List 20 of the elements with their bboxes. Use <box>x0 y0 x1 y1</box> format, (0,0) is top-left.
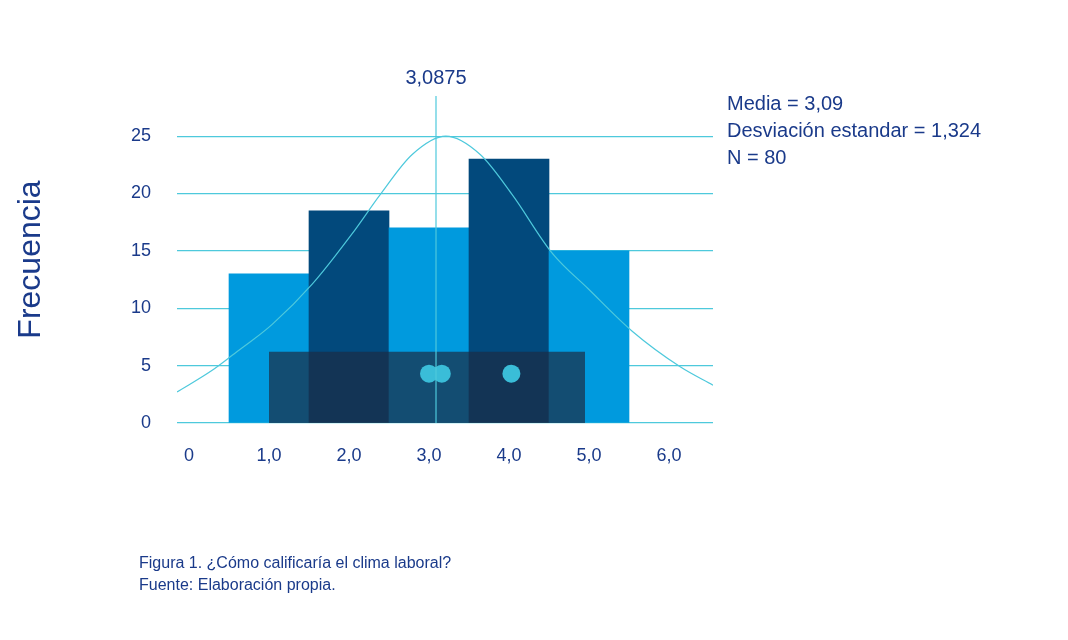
x-tick-label: 6,0 <box>656 444 682 465</box>
y-tick-label: 0 <box>140 411 151 432</box>
y-tick-label: 5 <box>140 354 151 375</box>
x-tick-label: 1,0 <box>256 444 282 465</box>
y-tick-label: 10 <box>130 297 151 318</box>
y-tick-label: 25 <box>130 125 151 146</box>
text: Figura 1. ¿Cómo calificaría el clima laboral? <box>139 553 452 573</box>
y-tick-label: 15 <box>130 239 151 260</box>
text: N = 80 <box>727 145 788 170</box>
ref-line-label: 3,0875 <box>405 65 467 88</box>
text: Desviación estandar = 1,324 <box>727 118 982 143</box>
y-tick-label: 20 <box>130 182 151 203</box>
x-tick-label: 3,0 <box>416 444 442 465</box>
source-note: Fuente: Elaboración propia. <box>139 575 337 595</box>
text: Media = 3,09 <box>727 91 845 116</box>
x-tick-label: 5,0 <box>576 444 602 465</box>
x-tick-label: 0 <box>183 444 195 465</box>
x-tick-label: 4,0 <box>496 444 522 465</box>
x-tick-label: 2,0 <box>336 444 362 465</box>
y-axis-title: Frecuencia <box>11 180 48 339</box>
